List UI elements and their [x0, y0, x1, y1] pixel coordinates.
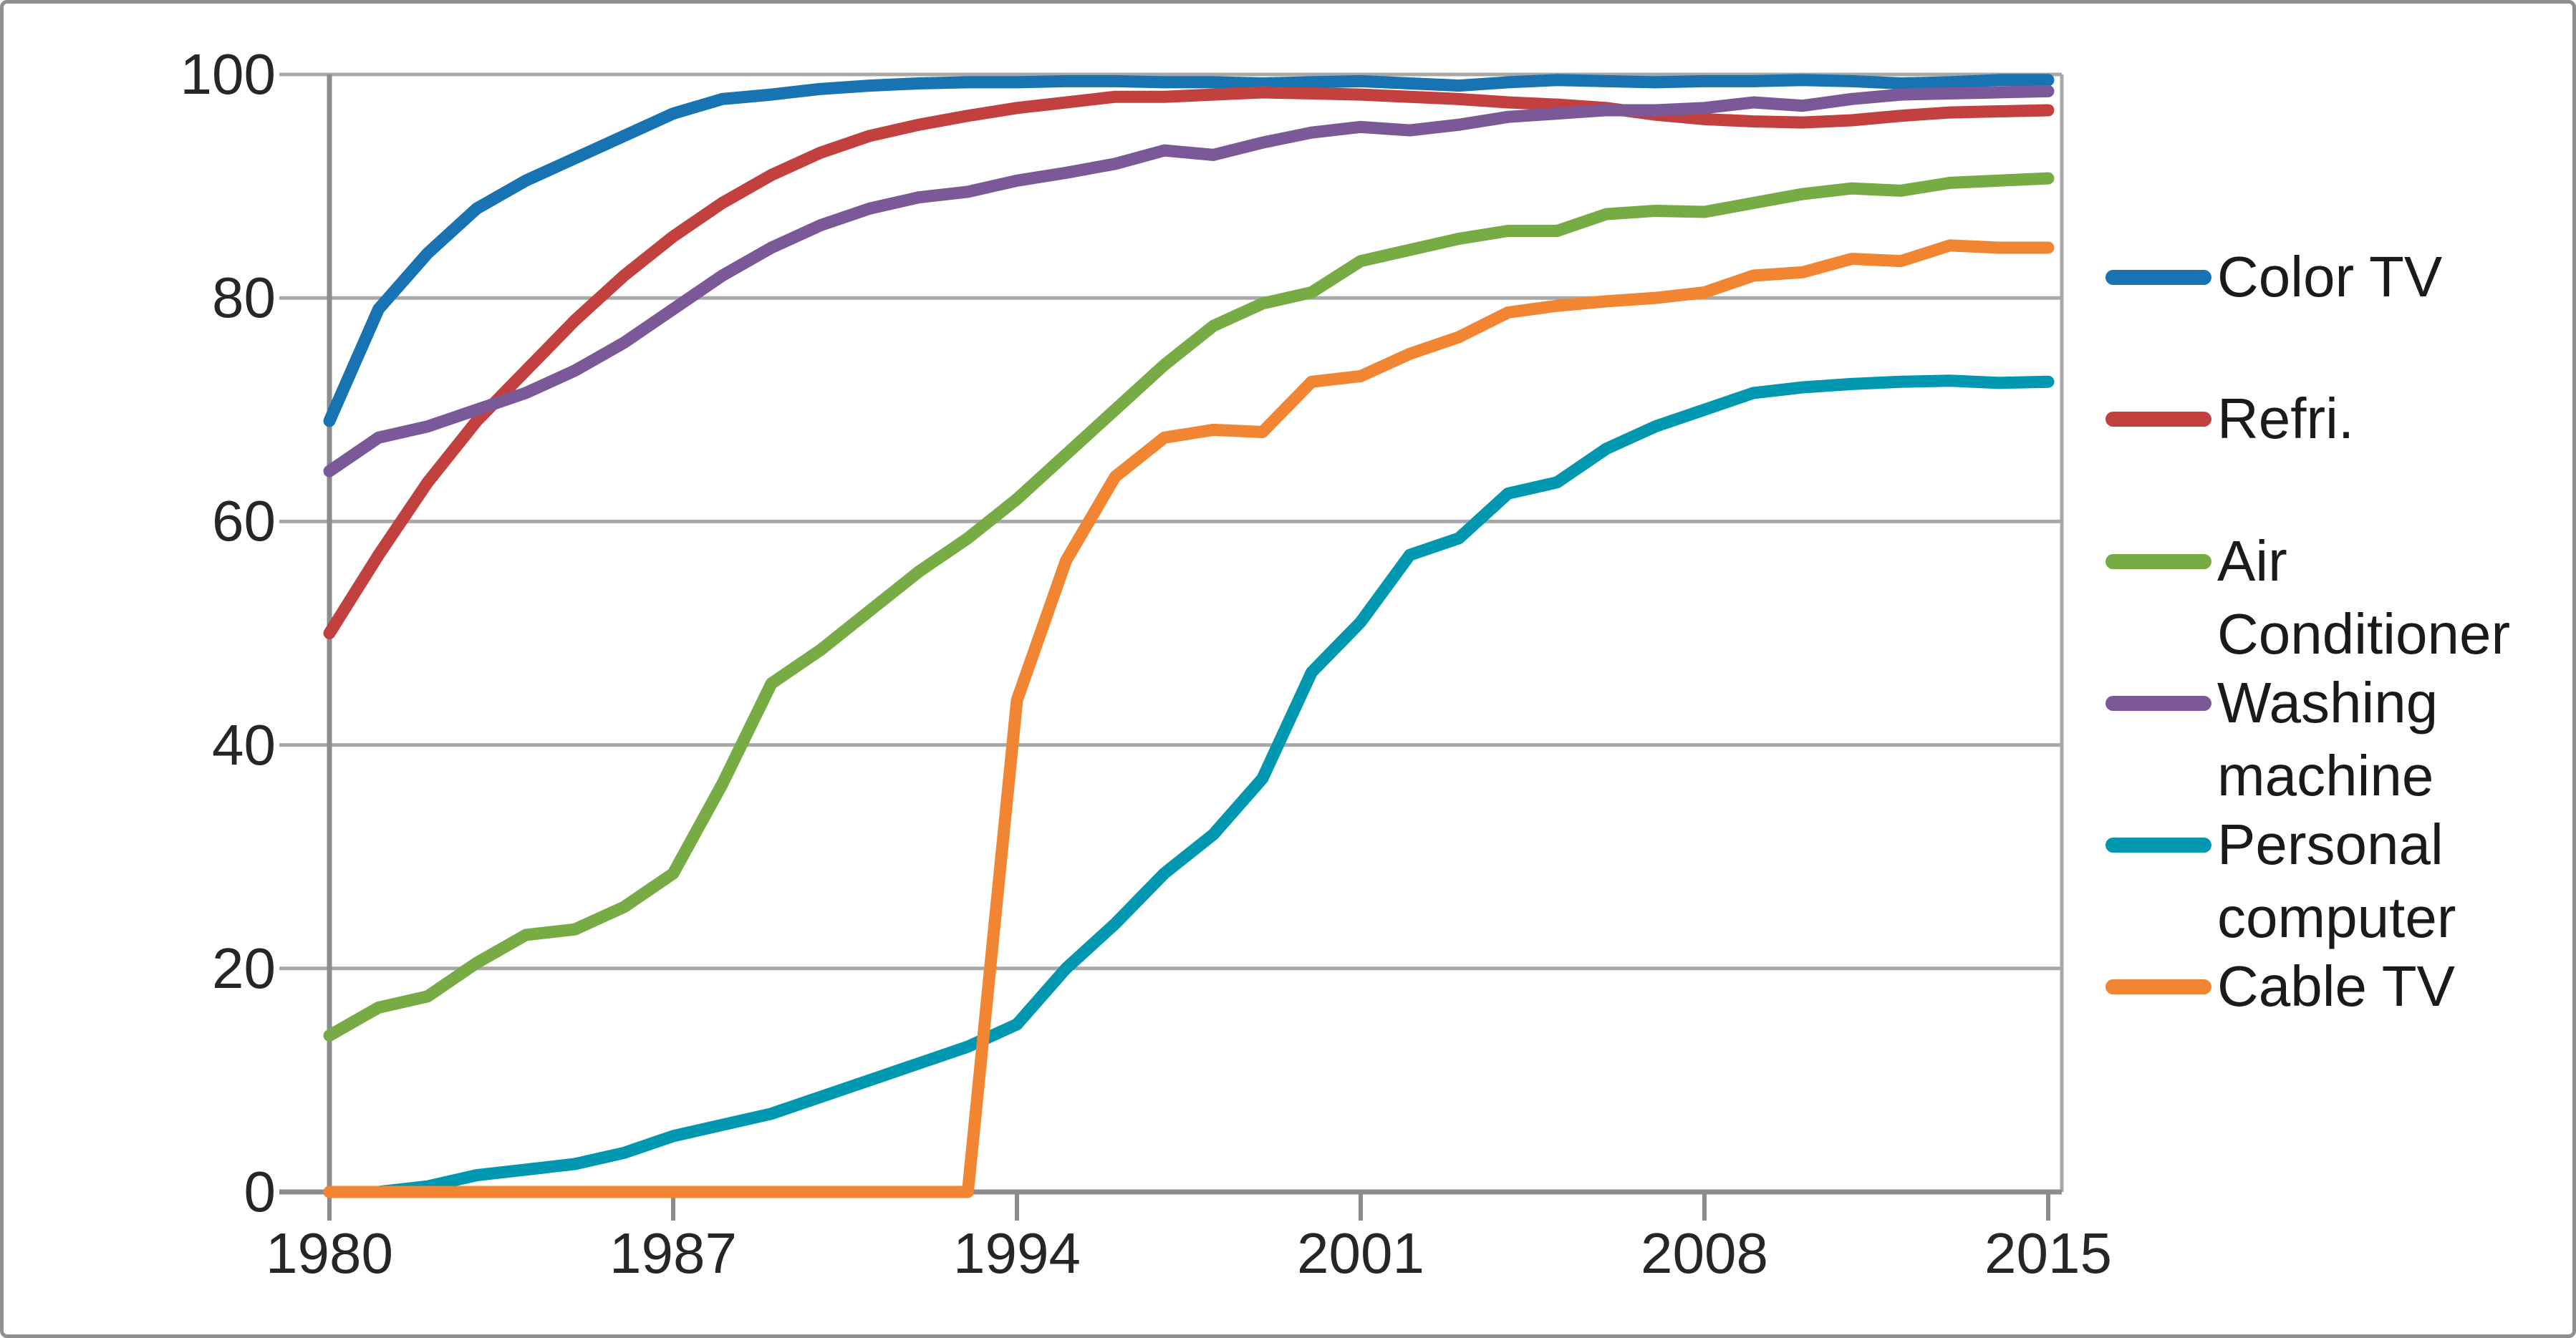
- legend-label: Air Conditioner: [2217, 529, 2511, 666]
- x-axis-label: 2001: [1297, 1221, 1424, 1285]
- legend-label: Color TV: [2217, 245, 2443, 309]
- series-line-washing-machine: [323, 84, 2055, 477]
- legend-item-personal-computer: Personal computer: [2105, 808, 2575, 954]
- y-axis-label: 0: [243, 1160, 276, 1223]
- x-axis-label: 2008: [1641, 1221, 1768, 1285]
- legend-label: Refri.: [2217, 387, 2355, 450]
- y-axis-label: 20: [212, 936, 276, 1000]
- x-axis-label: 1987: [609, 1221, 737, 1285]
- legend-label: Cable TV: [2217, 954, 2456, 1018]
- legend-swatch-air-conditioner: [2105, 554, 2211, 569]
- series-line-cable-tv: [323, 239, 2055, 1198]
- legend-label: Washing machine: [2217, 671, 2438, 808]
- x-axis-label: 2015: [1984, 1221, 2112, 1285]
- legend-item-washing-machine: Washing machine: [2105, 666, 2575, 813]
- series-line-personal-computer: [323, 374, 2055, 1198]
- legend-swatch-refrigerator: [2105, 412, 2211, 427]
- line-chart-plot-area: [279, 72, 2064, 1221]
- series-line-color-tv: [323, 74, 2055, 427]
- legend-swatch-color-tv: [2105, 270, 2211, 285]
- y-axis-label: 60: [212, 489, 276, 553]
- y-axis-label: 100: [180, 42, 276, 106]
- series-line-air-conditioner: [323, 172, 2055, 1042]
- series-line-refri-: [323, 86, 2055, 639]
- legend-item-air-conditioner: Air Conditioner: [2105, 525, 2575, 671]
- x-axis-label: 1994: [953, 1221, 1081, 1285]
- legend-label: Personal computer: [2217, 813, 2456, 949]
- legend-item-cable-tv: Cable TV: [2105, 950, 2575, 1023]
- x-axis-label: 1980: [266, 1221, 393, 1285]
- legend-swatch-personal-computer: [2105, 838, 2211, 853]
- legend-swatch-cable-tv: [2105, 979, 2211, 994]
- y-axis-label: 40: [212, 712, 276, 777]
- y-axis-label: 80: [212, 266, 276, 330]
- legend-swatch-washing-machine: [2105, 696, 2211, 711]
- legend-item-refrigerator: Refri.: [2105, 382, 2575, 455]
- legend-item-color-tv: Color TV: [2105, 241, 2575, 314]
